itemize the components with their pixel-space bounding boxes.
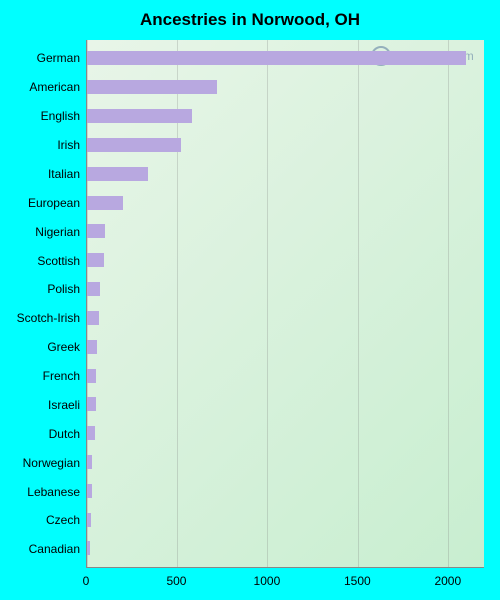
y-tick-label: Lebanese [8, 485, 86, 499]
y-tick-label: Israeli [8, 398, 86, 412]
bar [87, 311, 99, 325]
y-tick-label: American [8, 80, 86, 94]
y-tick-label: Norwegian [8, 456, 86, 470]
bar [87, 426, 95, 440]
page: Ancestries in Norwood, OH German American… [0, 0, 500, 600]
chart-title: Ancestries in Norwood, OH [0, 0, 500, 36]
bar [87, 138, 181, 152]
bar [87, 196, 123, 210]
bar [87, 80, 217, 94]
y-tick-label: German [8, 51, 86, 65]
bar [87, 513, 91, 527]
y-tick-label: Italian [8, 167, 86, 181]
bar [87, 541, 90, 555]
bar [87, 109, 192, 123]
bar [87, 167, 148, 181]
x-tick-label: 1500 [344, 574, 371, 588]
bar [87, 369, 96, 383]
x-tick-label: 1000 [254, 574, 281, 588]
bar [87, 484, 92, 498]
y-tick-label: Canadian [8, 542, 86, 556]
x-tick-label: 2000 [434, 574, 461, 588]
y-tick-label: European [8, 196, 86, 210]
x-tick-label: 0 [83, 574, 90, 588]
bar [87, 340, 97, 354]
bar [87, 397, 96, 411]
bar [87, 253, 104, 267]
y-tick-label: Irish [8, 138, 86, 152]
x-axis-labels: 0 500 1000 1500 2000 [86, 572, 484, 592]
x-tick-label: 500 [166, 574, 186, 588]
y-tick-label: Scotch-Irish [8, 311, 86, 325]
y-tick-label: English [8, 109, 86, 123]
y-tick-label: Czech [8, 513, 86, 527]
y-tick-label: Scottish [8, 254, 86, 268]
y-axis-labels: German American English Irish Italian Europea… [8, 40, 86, 568]
plot-area: City-Data.com [86, 40, 484, 568]
y-tick-label: Polish [8, 282, 86, 296]
bars-group [87, 40, 484, 567]
bar [87, 224, 105, 238]
y-tick-label: French [8, 369, 86, 383]
y-tick-label: Dutch [8, 427, 86, 441]
bar [87, 282, 100, 296]
y-tick-label: Nigerian [8, 225, 86, 239]
bar [87, 455, 92, 469]
chart-container: German American English Irish Italian Europea… [8, 40, 492, 592]
bar [87, 51, 466, 65]
y-tick-label: Greek [8, 340, 86, 354]
